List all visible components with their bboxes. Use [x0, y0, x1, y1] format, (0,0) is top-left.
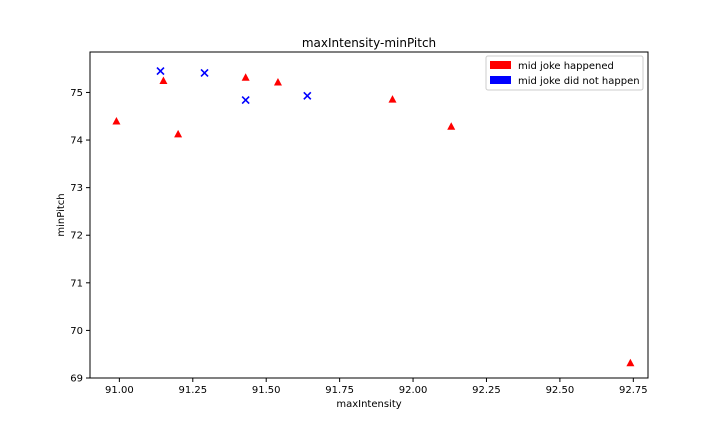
data-point-mid-joke-happened — [626, 358, 635, 367]
y-axis: 69 70 71 72 73 74 75 — [70, 88, 90, 385]
data-points — [112, 66, 635, 367]
data-point-mid-joke-happened — [388, 95, 397, 103]
legend-label-mid-joke-happened: mid joke happened — [518, 61, 614, 72]
x-tick-label: 91.50 — [252, 385, 281, 396]
data-point-mid-joke-happened — [241, 73, 250, 81]
legend: mid joke happened mid joke did not happe… — [485, 55, 644, 91]
x-tick-label: 91.75 — [325, 385, 354, 396]
y-axis-label: minPitch — [56, 193, 67, 236]
y-tick-label: 72 — [70, 231, 83, 242]
data-point-mid-joke-happened — [159, 76, 168, 85]
x-tick-label: 92.75 — [619, 385, 648, 396]
legend-label-mid-joke-did-not-happen: mid joke did not happen — [518, 76, 640, 87]
y-tick-label: 73 — [70, 183, 83, 194]
x-tick-label: 92.00 — [399, 385, 428, 396]
y-tick-label: 75 — [70, 88, 83, 99]
x-axis: 91.00 91.25 91.50 91.75 92.00 92.25 92.50 92.75 — [105, 378, 648, 396]
x-axis-label: maxIntensity — [336, 399, 401, 410]
chart-title: maxIntensity-minPitch — [302, 36, 436, 50]
plot-area — [90, 52, 648, 378]
legend-swatch-mid-joke-did-not-happen — [490, 76, 511, 84]
x-tick-label: 91.25 — [178, 385, 207, 396]
y-tick-label: 70 — [70, 326, 83, 337]
data-point-mid-joke-did-not-happen — [303, 91, 312, 100]
data-point-mid-joke-did-not-happen — [200, 68, 209, 78]
x-tick-label: 92.50 — [546, 385, 575, 396]
x-tick-label: 91.00 — [105, 385, 134, 396]
data-point-mid-joke-happened — [447, 122, 456, 130]
y-tick-label: 71 — [70, 278, 83, 289]
data-point-mid-joke-did-not-happen — [156, 66, 165, 76]
legend-swatch-mid-joke-happened — [490, 61, 511, 69]
data-point-mid-joke-happened — [273, 77, 282, 86]
data-point-mid-joke-did-not-happen — [241, 96, 250, 105]
y-tick-label: 74 — [70, 136, 83, 147]
plot-frame — [89, 51, 649, 379]
data-point-mid-joke-happened — [174, 129, 183, 138]
legend-box — [485, 55, 644, 91]
x-tick-label: 92.25 — [472, 385, 501, 396]
data-point-mid-joke-happened — [112, 116, 121, 125]
y-tick-label: 69 — [70, 374, 83, 385]
